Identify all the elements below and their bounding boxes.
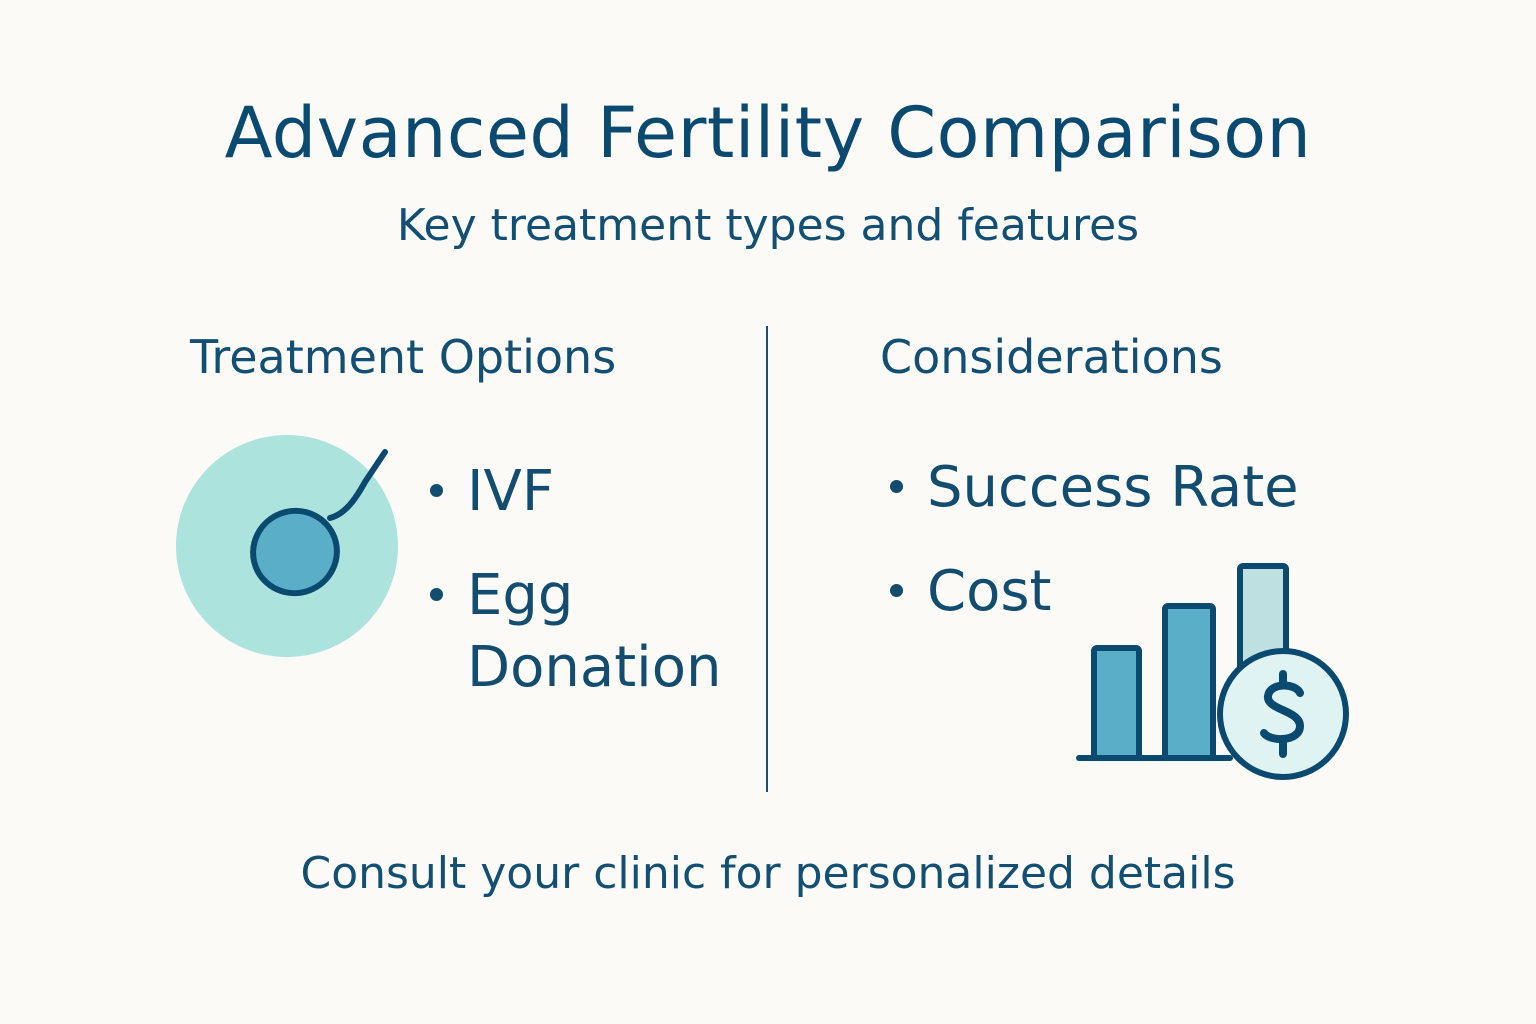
list-item-success-rate: Success Rate [890, 452, 1299, 524]
bullet-icon [430, 588, 443, 602]
bullet-icon [890, 584, 903, 598]
list-item-egg-donation-line2: Donation [467, 635, 722, 700]
bar-chart-dollar-icon [1076, 563, 1349, 780]
considerations-heading: Considerations [880, 330, 1223, 384]
list-item-egg-donation: Egg [430, 560, 573, 632]
list-item-ivf: IVF [430, 456, 554, 528]
page-subtitle: Key treatment types and features [396, 200, 1140, 251]
egg-sperm-icon [176, 435, 398, 657]
column-divider [766, 326, 768, 792]
list-item-cost: Cost [890, 556, 1052, 628]
treatment-options-heading: Treatment Options [190, 330, 617, 384]
bullet-icon [430, 484, 443, 498]
footer-note: Consult your clinic for personalized det… [300, 848, 1236, 899]
bullet-icon [890, 480, 903, 494]
page-title: Advanced Fertility Comparison [224, 92, 1312, 174]
